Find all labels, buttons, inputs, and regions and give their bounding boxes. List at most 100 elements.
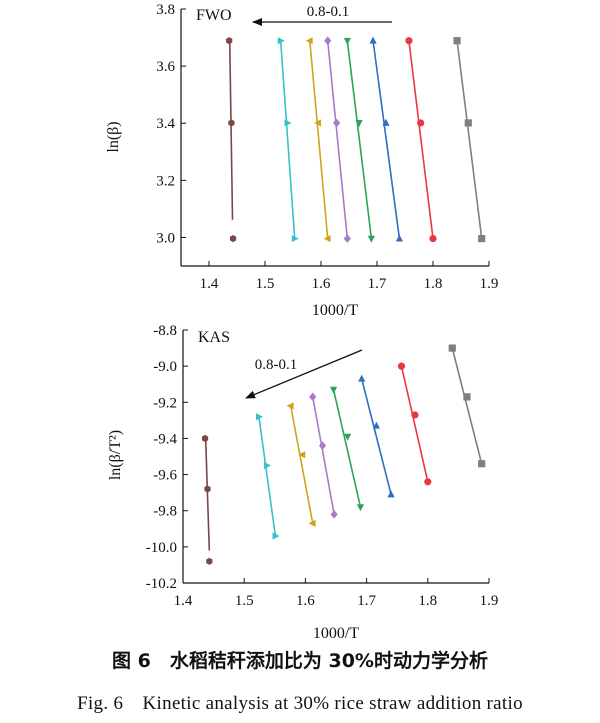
- y-tick-label: 3.4: [156, 116, 175, 132]
- data-point: [286, 402, 294, 410]
- fit-line: [400, 365, 429, 482]
- x-tick-label: 1.9: [480, 276, 499, 292]
- series-group: [358, 374, 395, 498]
- data-point: [330, 510, 338, 519]
- series-group: [329, 386, 365, 512]
- series-group: [369, 36, 403, 242]
- data-point: [308, 519, 316, 527]
- fit-line: [332, 389, 362, 508]
- x-tick-label: 1.6: [296, 593, 315, 609]
- y-tick-label: 3.6: [156, 59, 175, 75]
- y-tick-label: -9.0: [153, 359, 177, 375]
- data-point: [333, 118, 341, 128]
- x-tick-label: 1.7: [357, 593, 376, 609]
- conversion-range-label: 0.8-0.1: [307, 4, 350, 20]
- data-point: [356, 504, 365, 512]
- data-point: [272, 532, 280, 540]
- fit-line: [408, 40, 434, 239]
- x-tick-label: 1.9: [480, 593, 499, 609]
- y-tick-label: -10.2: [146, 576, 177, 592]
- data-point: [305, 37, 313, 45]
- x-tick-label: 1.8: [424, 276, 443, 292]
- data-point: [284, 119, 292, 127]
- x-tick-label: 1.4: [174, 593, 193, 609]
- fit-line: [228, 40, 234, 220]
- data-point: [355, 120, 363, 128]
- fwo-panel: 1.4 1.5 1.6 1.7 1.8 1.9 3.0 3.2 3.4 3.6 3.8 1000/T l…: [105, 2, 498, 319]
- series-group: [277, 37, 299, 243]
- y-tick-label: -9.8: [153, 504, 177, 520]
- data-point: [256, 413, 264, 421]
- data-point: [395, 234, 403, 242]
- y-axis-title: ln(β): [105, 121, 122, 152]
- conversion-arrow: [245, 349, 363, 399]
- data-point: [309, 392, 317, 402]
- data-point: [405, 37, 413, 45]
- series-group: [286, 402, 316, 527]
- data-point: [372, 421, 380, 429]
- x-tick-label: 1.7: [368, 276, 387, 292]
- data-point: [397, 362, 406, 370]
- x-tick-label: 1.4: [200, 276, 219, 292]
- fit-line: [456, 40, 483, 239]
- conversion-range-label: 0.8-0.1: [255, 357, 298, 373]
- fit-line: [204, 438, 211, 551]
- series-group: [256, 413, 280, 540]
- data-point: [382, 118, 390, 126]
- fit-line: [311, 396, 335, 515]
- data-point: [464, 119, 472, 127]
- data-point: [206, 557, 213, 565]
- data-point: [329, 386, 338, 394]
- data-point: [298, 451, 306, 459]
- series-group: [324, 36, 351, 243]
- data-point: [453, 37, 461, 45]
- figure-caption-chinese: 图 6 水稻秸秆添加比为 30%时动力学分析: [112, 650, 488, 672]
- x-tick-label: 1.8: [418, 593, 437, 609]
- series-group: [201, 434, 213, 565]
- y-tick-label: 3.8: [156, 2, 175, 18]
- kas-panel: 1.4 1.5 1.6 1.7 1.8 1.9 -8.8 -9.0 -9.2 -9.4 -9.6 -9…: [107, 323, 498, 642]
- data-point: [324, 36, 332, 46]
- fit-line: [346, 40, 373, 239]
- data-point: [429, 234, 437, 243]
- data-point: [277, 37, 285, 45]
- data-point: [343, 37, 351, 45]
- fit-line: [289, 405, 314, 524]
- series-group: [343, 37, 375, 243]
- panel-label: KAS: [198, 329, 230, 346]
- y-tick-label: -8.8: [153, 323, 177, 339]
- fit-line: [309, 40, 329, 239]
- data-point: [201, 434, 209, 443]
- data-point: [228, 119, 235, 127]
- data-point: [358, 374, 366, 382]
- data-point: [367, 235, 375, 243]
- series-group: [305, 37, 331, 243]
- y-tick-label: -9.6: [153, 468, 177, 484]
- fit-line: [451, 347, 483, 464]
- data-point: [343, 234, 351, 243]
- data-point: [226, 37, 233, 45]
- data-point: [229, 234, 237, 243]
- y-tick-label: -9.4: [153, 431, 177, 447]
- data-point: [314, 119, 322, 127]
- fit-line: [258, 416, 277, 537]
- x-axis-title: 1000/T: [312, 302, 358, 319]
- fit-line: [360, 378, 392, 495]
- data-point: [417, 119, 425, 127]
- data-point: [263, 461, 271, 470]
- x-tick-label: 1.5: [256, 276, 275, 292]
- panel-label: FWO: [196, 7, 232, 24]
- fit-line: [372, 40, 401, 239]
- data-point: [323, 234, 331, 243]
- data-point: [318, 441, 327, 450]
- data-point: [204, 485, 211, 493]
- y-tick-label: 3.2: [156, 173, 175, 189]
- data-point: [448, 344, 456, 352]
- x-axis-title: 1000/T: [313, 625, 359, 642]
- x-tick-label: 1.5: [235, 593, 254, 609]
- fit-line: [326, 40, 349, 239]
- y-axis-title: ln(β/T²): [107, 430, 124, 480]
- figure-caption-english: Fig. 6 Kinetic analysis at 30% rice stra…: [77, 693, 523, 714]
- series-group: [309, 392, 338, 519]
- series-group: [405, 37, 437, 243]
